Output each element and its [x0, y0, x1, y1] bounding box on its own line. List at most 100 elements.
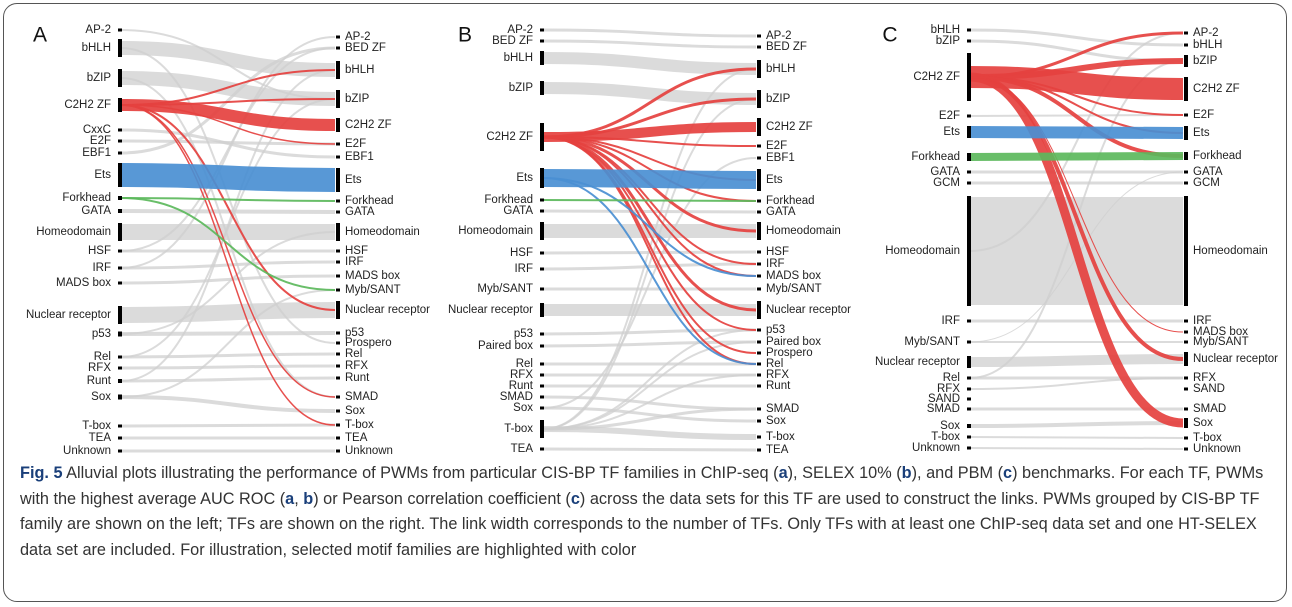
node-bar — [336, 223, 340, 241]
node-label: Forkhead — [1193, 150, 1242, 162]
caption-text: Alluvial plots illustrating the performa… — [62, 464, 779, 482]
flow — [542, 97, 757, 139]
node-bar — [757, 373, 761, 377]
node-label: AP-2 — [1193, 27, 1219, 39]
flow — [120, 364, 336, 370]
node-bar — [967, 424, 971, 428]
node-label: Myb/SANT — [477, 283, 533, 295]
node-label: Paired box — [766, 336, 821, 348]
node-label: RFX — [88, 362, 111, 374]
node-label: SAND — [1193, 383, 1225, 395]
node-bar — [540, 168, 544, 188]
node-label: IRF — [766, 258, 785, 270]
flow — [969, 72, 1184, 428]
node-bar — [1184, 77, 1188, 101]
node-label: Sox — [766, 415, 786, 427]
node-label: C2H2 ZF — [1193, 83, 1240, 95]
flow — [969, 152, 1184, 161]
node-label: p53 — [345, 327, 364, 339]
node-label: Homeodomain — [885, 245, 960, 257]
node-label: Rel — [943, 372, 960, 384]
node-bar — [118, 128, 122, 132]
node-bar — [540, 251, 544, 255]
node-label: E2F — [1193, 109, 1214, 121]
flow — [120, 69, 336, 106]
node-label: Paired box — [478, 340, 533, 352]
flow — [120, 77, 336, 398]
node-label: T-box — [504, 423, 533, 435]
node-label: Prospero — [766, 347, 813, 359]
node-label: SMAD — [1193, 403, 1226, 415]
node-bar — [967, 181, 971, 185]
node-bar — [967, 340, 971, 344]
flow — [120, 36, 336, 269]
node-bar — [336, 168, 340, 192]
node-bar — [336, 46, 340, 50]
node-label: HSF — [510, 247, 533, 259]
node-bar — [1184, 55, 1188, 67]
caption-text: ) benchmarks. For each TF, PWMs with the… — [20, 464, 1264, 508]
node-label: SMAD — [927, 403, 960, 415]
node-bar — [336, 155, 340, 159]
node-bar — [540, 287, 544, 291]
node-bar — [1184, 436, 1188, 440]
flow — [120, 331, 336, 336]
node-label: bHLH — [82, 42, 111, 54]
flow — [120, 376, 336, 383]
node-label: Ets — [345, 174, 362, 186]
node-bar — [967, 376, 971, 380]
node-bar — [118, 69, 122, 87]
flow — [969, 436, 1184, 439]
node-label: AP-2 — [507, 24, 533, 36]
node-bar — [757, 156, 761, 160]
panel-label: B — [458, 24, 472, 47]
flow — [120, 104, 336, 145]
node-bar — [1184, 340, 1188, 344]
node-bar — [757, 45, 761, 49]
node-bar — [967, 446, 971, 450]
node-label: Myb/SANT — [345, 284, 401, 296]
node-label: Unknown — [912, 442, 960, 454]
node-label: Prospero — [345, 337, 392, 349]
node-bar — [336, 449, 340, 453]
node-bar — [967, 28, 971, 32]
node-label: BED ZF — [345, 42, 386, 54]
caption-panel-ref: c — [570, 489, 580, 508]
node-bar — [967, 407, 971, 411]
node-label: SMAD — [766, 403, 799, 415]
node-label: Unknown — [345, 445, 393, 457]
node-label: Forkhead — [766, 195, 815, 207]
node-label: Rel — [766, 358, 783, 370]
node-label: Rel — [516, 358, 533, 370]
node-label: Homeodomain — [766, 225, 841, 237]
caption-panel-ref: a — [778, 464, 788, 482]
node-label: AP-2 — [766, 30, 792, 42]
node-bar — [757, 262, 761, 266]
node-bar — [540, 209, 544, 213]
node-bar — [1184, 170, 1188, 174]
node-bar — [967, 126, 971, 138]
node-bar — [757, 328, 761, 332]
node-bar — [336, 376, 340, 380]
node-bar — [967, 397, 971, 401]
node-bar — [118, 209, 122, 213]
node-label: HSF — [345, 245, 368, 257]
node-bar — [757, 287, 761, 291]
node-bar — [757, 362, 761, 366]
node-bar — [118, 424, 122, 428]
flow — [542, 136, 757, 147]
node-bar — [336, 409, 340, 413]
caption-panel-ref: b — [303, 489, 314, 508]
node-bar — [118, 281, 122, 285]
node-label: Ets — [766, 174, 783, 186]
node-label: RFX — [510, 369, 533, 381]
node-bar — [1184, 196, 1188, 306]
node-bar — [757, 222, 761, 240]
node-bar — [540, 198, 544, 202]
node-label: GATA — [503, 205, 533, 217]
figure-number: Fig. 5 — [20, 464, 63, 482]
node-label: RFX — [1193, 372, 1216, 384]
flow — [120, 99, 336, 131]
